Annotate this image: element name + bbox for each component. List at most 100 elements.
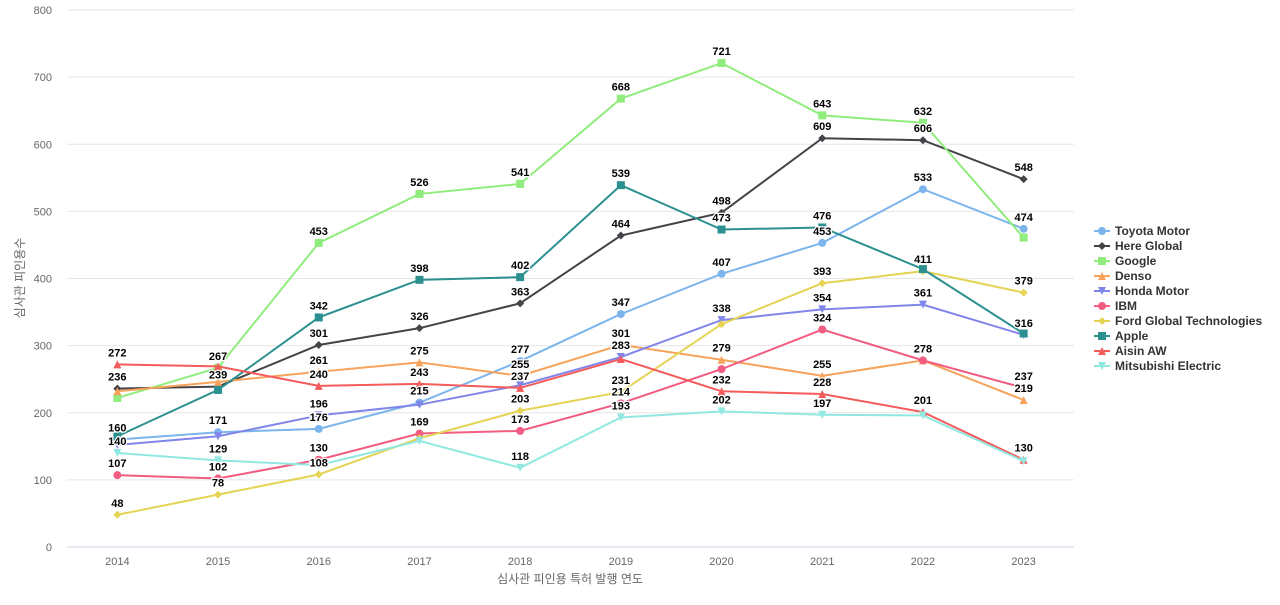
data-label: 102	[209, 462, 227, 474]
data-label: 379	[1014, 276, 1032, 288]
data-label: 214	[612, 386, 631, 398]
legend-item[interactable]: Ford Global Technologies	[1094, 314, 1262, 328]
legend-label: IBM	[1115, 299, 1137, 313]
data-point	[918, 185, 927, 194]
data-label: 237	[1014, 371, 1032, 383]
series-line	[117, 137, 1025, 390]
data-point	[314, 367, 323, 376]
series-line	[117, 303, 1024, 446]
data-point	[214, 474, 223, 483]
data-point	[717, 355, 726, 364]
data-label: 464	[612, 219, 631, 231]
data-point	[616, 413, 625, 422]
data-point	[818, 279, 827, 288]
data-label: 453	[310, 226, 328, 238]
legend-marker	[1098, 347, 1106, 355]
data-point	[314, 461, 323, 470]
data-point	[113, 449, 122, 458]
legend-item[interactable]: Mitsubishi Electric	[1094, 359, 1221, 373]
data-point	[113, 432, 122, 441]
data-label: 78	[212, 478, 224, 490]
data-label: 231	[612, 375, 630, 387]
legend-item[interactable]: Google	[1094, 254, 1157, 268]
data-label: 283	[612, 340, 630, 352]
data-label: 255	[813, 359, 831, 371]
data-point	[516, 357, 525, 366]
data-point	[717, 225, 726, 234]
data-label: 277	[511, 344, 529, 356]
legend-item[interactable]: Toyota Motor	[1094, 224, 1190, 238]
legend-label: Here Global	[1115, 239, 1182, 253]
y-tick-label: 300	[34, 341, 52, 353]
legend-label: Ford Global Technologies	[1115, 314, 1262, 328]
data-point	[214, 385, 223, 394]
data-label: 130	[1014, 443, 1032, 455]
data-label: 243	[410, 367, 428, 379]
legend-item[interactable]: Honda Motor	[1094, 284, 1189, 298]
series-ford-global-technologies	[113, 267, 1028, 519]
legend-item[interactable]: Denso	[1094, 269, 1152, 283]
data-point	[717, 320, 726, 329]
legend-item[interactable]: Here Global	[1094, 239, 1182, 253]
data-point	[415, 324, 424, 333]
data-label: 541	[511, 167, 529, 179]
x-tick-label: 2018	[508, 556, 532, 568]
legend-item[interactable]: Apple	[1094, 329, 1149, 343]
data-point	[1019, 383, 1028, 392]
data-label: 255	[511, 359, 529, 371]
data-label: 201	[914, 395, 932, 407]
data-point	[918, 411, 927, 420]
y-tick-label: 0	[46, 542, 52, 554]
data-label: 473	[712, 212, 730, 224]
data-label: 275	[410, 345, 428, 357]
data-point	[415, 275, 424, 284]
data-label: 316	[1014, 318, 1032, 330]
data-label: 324	[813, 313, 832, 325]
data-point	[214, 490, 223, 499]
legend-marker	[1098, 362, 1106, 370]
data-point	[314, 411, 323, 420]
data-point	[516, 383, 525, 392]
data-point	[818, 238, 827, 247]
legend-item[interactable]: Aisin AW	[1094, 344, 1167, 358]
legend-label: Honda Motor	[1115, 284, 1189, 298]
data-label: 407	[712, 257, 730, 269]
data-point	[415, 400, 424, 409]
data-point	[818, 371, 827, 380]
legend-item[interactable]: IBM	[1094, 299, 1137, 313]
data-point	[918, 118, 927, 127]
legend-label: Aisin AW	[1115, 344, 1167, 358]
data-label: 668	[612, 82, 630, 94]
x-tick-label: 2015	[206, 556, 230, 568]
data-point	[214, 377, 223, 386]
y-axis-ticks: 0 100 200 300 400 500 600 700 800	[34, 5, 52, 554]
data-point	[314, 381, 323, 390]
data-point	[918, 265, 927, 274]
x-axis-ticks: 2014 2015 2016 2017 2018 2019 2020 2021 2022 2023	[105, 556, 1036, 568]
data-label: 228	[813, 377, 831, 389]
data-label: 533	[914, 172, 932, 184]
data-point	[616, 340, 625, 349]
data-point	[818, 389, 827, 398]
data-point	[113, 393, 122, 402]
legend-label: Mitsubishi Electric	[1115, 359, 1221, 373]
data-point	[918, 300, 927, 309]
series-line	[117, 270, 1024, 516]
series-line	[117, 61, 1025, 399]
data-point	[113, 387, 122, 396]
data-label: 526	[410, 177, 428, 189]
x-tick-label: 2017	[407, 556, 431, 568]
legend-label: Denso	[1115, 269, 1152, 283]
data-label: 474	[1014, 212, 1033, 224]
data-point	[113, 440, 122, 449]
data-point	[314, 313, 323, 322]
data-label: 632	[914, 106, 932, 118]
data-label: 498	[712, 196, 730, 208]
data-point	[717, 59, 726, 68]
data-label: 342	[310, 300, 328, 312]
data-point	[616, 231, 625, 240]
data-point	[717, 269, 726, 278]
series-here-global	[113, 134, 1028, 393]
legend-marker	[1098, 227, 1106, 235]
series-google	[113, 59, 1028, 402]
